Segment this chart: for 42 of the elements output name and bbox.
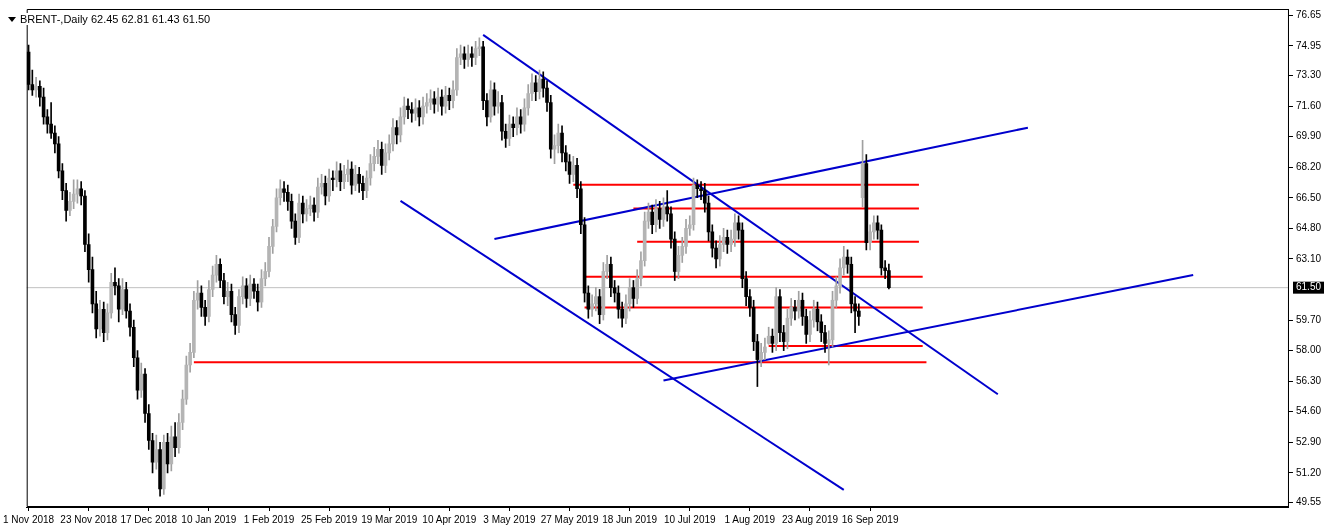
x-tick-label: 17 Dec 2018 [120, 513, 178, 525]
chart-title: BRENT-,Daily 62.45 62.81 61.43 61.50 [20, 13, 211, 25]
x-tick-label: 27 May 2019 [540, 513, 599, 525]
x-tick-label: 10 Jan 2019 [181, 513, 237, 525]
y-tick-label: 51.20 [1295, 466, 1322, 478]
y-tick-label: 73.30 [1295, 69, 1322, 81]
y-tick-label: 74.95 [1295, 39, 1322, 51]
candlestick [470, 46, 474, 67]
x-tick-label: 18 Jun 2019 [602, 513, 658, 525]
x-tick-label: 1 Aug 2019 [724, 513, 776, 525]
x-tick-label: 16 Sep 2019 [841, 513, 899, 525]
y-tick-label: 63.10 [1295, 252, 1322, 264]
candlestick [695, 179, 700, 199]
x-tick-label: 19 Mar 2019 [361, 513, 418, 525]
candlestick [793, 299, 797, 321]
y-tick-label: 66.50 [1295, 191, 1322, 203]
y-tick-label: 49.55 [1295, 496, 1322, 508]
x-tick-label: 25 Feb 2019 [301, 513, 358, 525]
candlestick [496, 91, 500, 114]
x-tick-label: 1 Feb 2019 [243, 513, 295, 525]
x-tick-label: 23 Aug 2019 [781, 513, 839, 525]
candlestick [406, 98, 410, 119]
y-tick-label: 76.65 [1295, 9, 1322, 21]
ref-line-label: 61.50 [1295, 281, 1322, 293]
x-tick-label: 23 Nov 2018 [60, 513, 118, 525]
y-tick-label: 58.00 [1295, 344, 1322, 356]
y-tick-label: 64.80 [1295, 222, 1322, 234]
y-tick-label: 68.20 [1295, 160, 1322, 172]
y-tick-label: 71.60 [1295, 99, 1322, 111]
y-tick-label: 56.30 [1295, 374, 1322, 386]
candlestick [432, 91, 437, 114]
candlestick [409, 102, 414, 123]
y-tick-label: 54.60 [1295, 405, 1322, 417]
x-tick-label: 1 Nov 2018 [3, 513, 55, 525]
x-tick-label: 3 May 2019 [483, 513, 536, 525]
y-tick-label: 59.70 [1295, 313, 1322, 325]
x-tick-label: 10 Apr 2019 [422, 513, 477, 525]
x-tick-label: 10 Jul 2019 [663, 513, 717, 525]
y-tick-label: 52.90 [1295, 436, 1322, 448]
candlestick [511, 116, 516, 137]
candlestick [34, 76, 38, 98]
y-tick-label: 69.90 [1295, 130, 1322, 142]
